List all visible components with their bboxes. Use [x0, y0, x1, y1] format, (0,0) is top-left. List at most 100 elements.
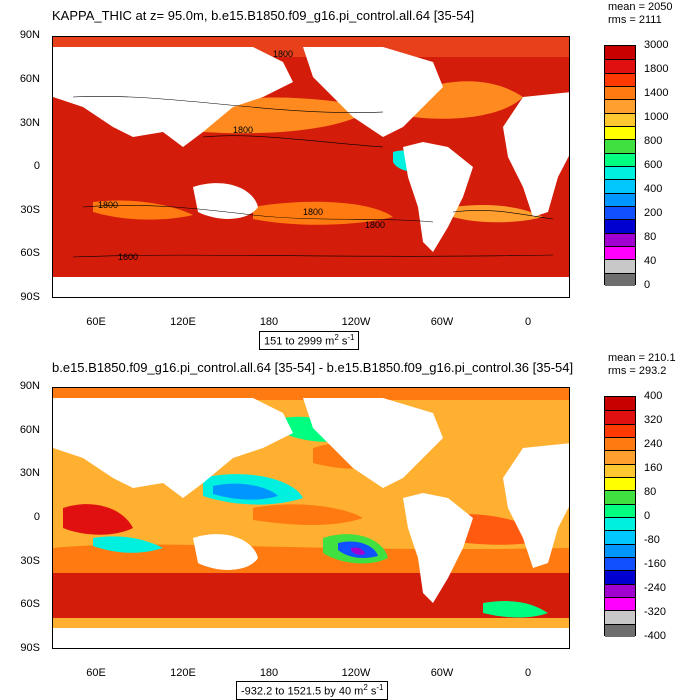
bottom-lat-label-90s: 90S — [20, 642, 40, 654]
top-contour-label: 1800 — [365, 220, 386, 230]
bottom-mean-stat: mean = 210.1 — [608, 352, 676, 364]
colorbar-swatch — [605, 72, 635, 86]
colorbar-tick-label: 80 — [644, 231, 657, 243]
bottom-lon-label-60w: 60W — [430, 667, 454, 679]
colorbar-tick-label: -240 — [644, 582, 667, 594]
top-lon-label-120e: 120E — [170, 316, 196, 328]
colorbar-swatch — [605, 219, 635, 233]
bottom-lon-label-180: 180 — [259, 667, 279, 679]
top-rms-stat: rms = 2111 — [608, 14, 662, 26]
colorbar-tick-label: 400 — [644, 390, 663, 402]
colorbar-swatch — [605, 450, 635, 464]
bottom-lat-label-30n: 30N — [19, 467, 40, 479]
colorbar-swatch — [605, 543, 635, 557]
top-colorbar — [604, 45, 636, 286]
colorbar-swatch — [605, 206, 635, 220]
colorbar-tick-label: 160 — [644, 462, 663, 474]
colorbar-tick-label: 320 — [644, 414, 663, 426]
bottom-map-svg — [53, 388, 569, 648]
colorbar-tick-label: 1000 — [644, 111, 669, 123]
colorbar-swatch — [605, 139, 635, 153]
colorbar-tick-label: -80 — [644, 534, 660, 546]
colorbar-swatch — [605, 166, 635, 180]
colorbar-swatch — [605, 557, 635, 571]
top-range-subtitle: 151 to 2999 m2 s-1 — [259, 331, 360, 350]
bottom-lon-label-0: 0 — [524, 667, 532, 679]
colorbar-swatch — [605, 570, 635, 584]
bottom-lon-label-60e: 60E — [86, 667, 106, 679]
colorbar-tick-label: -160 — [644, 558, 667, 570]
bottom-range-subtitle: -932.2 to 1521.5 by 40 m2 s-1 — [236, 681, 389, 700]
colorbar-tick-label: 400 — [644, 183, 663, 195]
colorbar-swatch — [605, 517, 635, 531]
bottom-map-plot — [52, 387, 570, 649]
colorbar-swatch — [605, 410, 635, 424]
top-plot-title: KAPPA_THIC at z= 95.0m, b.e15.B1850.f09_… — [52, 8, 475, 23]
top-lat-label-90s: 90S — [20, 291, 40, 303]
top-lat-label-60n: 60N — [19, 73, 40, 85]
bottom-colorbar — [604, 396, 636, 637]
bottom-lat-label-60n: 60N — [19, 424, 40, 436]
bottom-lat-label-90n: 90N — [19, 380, 40, 392]
top-lon-label-120w: 120W — [341, 316, 371, 328]
colorbar-swatch — [605, 490, 635, 504]
colorbar-swatch — [605, 246, 635, 260]
colorbar-tick-label: 3000 — [644, 39, 669, 51]
colorbar-swatch — [605, 463, 635, 477]
bottom-lon-label-120e: 120E — [170, 667, 196, 679]
colorbar-swatch — [605, 397, 635, 411]
top-map-svg — [53, 37, 569, 297]
colorbar-swatch — [605, 59, 635, 73]
colorbar-swatch — [605, 192, 635, 206]
colorbar-tick-label: 200 — [644, 207, 663, 219]
colorbar-swatch — [605, 477, 635, 491]
bottom-rms-stat: rms = 293.2 — [608, 365, 667, 377]
top-contour-label: 1800 — [98, 200, 119, 210]
top-lon-label-0: 0 — [524, 316, 532, 328]
colorbar-swatch — [605, 272, 635, 286]
colorbar-tick-label: 0 — [644, 279, 651, 291]
colorbar-swatch — [605, 112, 635, 126]
colorbar-swatch — [605, 86, 635, 100]
colorbar-swatch — [605, 46, 635, 60]
bottom-lat-label-0: 0 — [33, 511, 40, 523]
top-map-plot: 1800 1800 1800 1800 1800 1600 — [52, 36, 570, 298]
colorbar-swatch — [605, 583, 635, 597]
colorbar-tick-label: -320 — [644, 606, 667, 618]
colorbar-tick-label: 80 — [644, 486, 657, 498]
top-contour-label: 1600 — [118, 252, 139, 262]
colorbar-tick-label: -400 — [644, 630, 667, 642]
colorbar-tick-label: 40 — [644, 255, 657, 267]
colorbar-swatch — [605, 126, 635, 140]
colorbar-swatch — [605, 99, 635, 113]
top-lat-label-30s: 30S — [20, 204, 40, 216]
colorbar-swatch — [605, 423, 635, 437]
top-lon-label-180: 180 — [259, 316, 279, 328]
colorbar-swatch — [605, 259, 635, 273]
colorbar-tick-label: 600 — [644, 159, 663, 171]
colorbar-swatch — [605, 179, 635, 193]
bottom-lon-label-120w: 120W — [341, 667, 371, 679]
colorbar-swatch — [605, 610, 635, 624]
top-mean-stat: mean = 2050 — [608, 1, 673, 13]
colorbar-tick-label: 1800 — [644, 63, 669, 75]
colorbar-swatch — [605, 437, 635, 451]
colorbar-swatch — [605, 503, 635, 517]
top-lat-label-60s: 60S — [20, 247, 40, 259]
top-contour-label: 1800 — [233, 125, 254, 135]
colorbar-tick-label: 240 — [644, 438, 663, 450]
bottom-lat-label-60s: 60S — [20, 598, 40, 610]
top-lat-label-0: 0 — [33, 160, 40, 172]
colorbar-swatch — [605, 597, 635, 611]
top-contour-label: 1800 — [273, 49, 294, 59]
colorbar-tick-label: 800 — [644, 135, 663, 147]
colorbar-swatch — [605, 530, 635, 544]
colorbar-tick-label: 1400 — [644, 87, 669, 99]
colorbar-tick-label: 0 — [644, 510, 651, 522]
bottom-plot-title: b.e15.B1850.f09_g16.pi_control.all.64 [3… — [52, 360, 574, 375]
top-lat-label-90n: 90N — [19, 29, 40, 41]
top-lon-label-60e: 60E — [86, 316, 106, 328]
top-contour-label: 1800 — [303, 207, 324, 217]
colorbar-swatch — [605, 232, 635, 246]
colorbar-swatch — [605, 623, 635, 637]
